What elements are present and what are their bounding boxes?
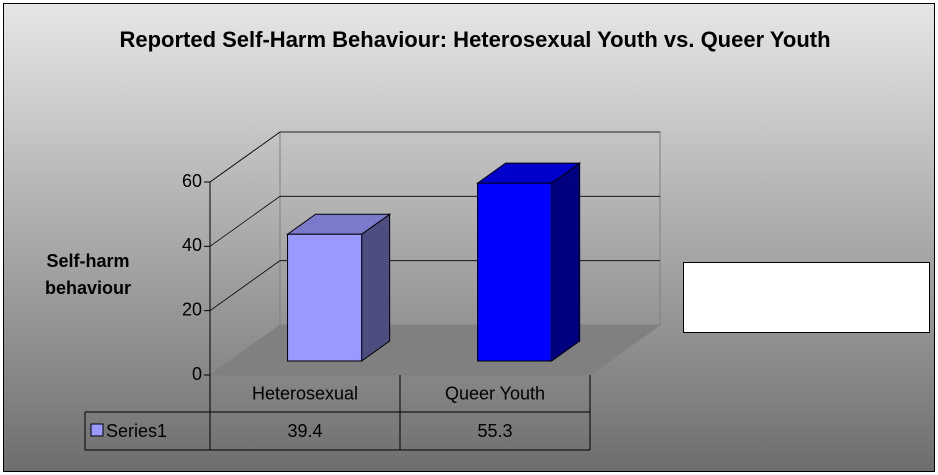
table-value: 39.4	[287, 421, 322, 441]
bar-side	[551, 162, 581, 362]
y-axis-label: Self-harm behaviour	[44, 251, 132, 298]
x-tick-label: Heterosexual	[252, 383, 358, 403]
floor	[208, 324, 662, 376]
grid-line	[209, 131, 660, 183]
y-tick-label: 60	[182, 171, 202, 191]
bar	[475, 162, 582, 362]
table-series-name: Series1	[106, 421, 167, 441]
y-tick-label: 20	[182, 299, 202, 319]
table-value: 55.3	[477, 421, 512, 441]
bar-front	[287, 233, 363, 362]
x-tick-label: Queer Youth	[445, 383, 545, 403]
bar	[285, 213, 392, 362]
chart-title: Reported Self-Harm Behaviour: Heterosexu…	[119, 27, 831, 52]
y-tick-label: 40	[182, 235, 202, 255]
table-legend-key	[90, 423, 104, 437]
legend-box	[683, 262, 930, 333]
bar-front	[477, 182, 553, 362]
bar-side	[361, 213, 391, 362]
background	[3, 3, 935, 472]
y-tick-label: 0	[192, 364, 202, 384]
